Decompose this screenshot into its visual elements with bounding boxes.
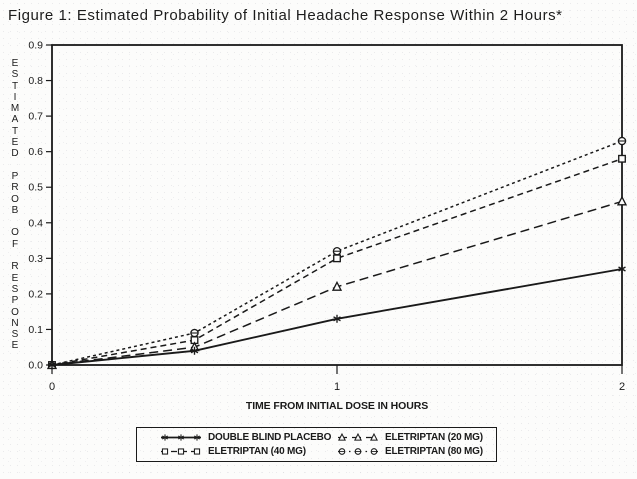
square-marker [618, 154, 626, 163]
circle-bar-marker [617, 136, 627, 146]
series-line-eletriptan-40-mg [51, 158, 623, 366]
legend-label: ELETRIPTAN (80 MG) [385, 446, 483, 457]
circle-bar-marker [332, 246, 342, 256]
x-tick-label: 1 [334, 381, 340, 393]
star-marker [178, 434, 184, 441]
legend-label: ELETRIPTAN (40 MG) [208, 446, 306, 457]
legend-label: DOUBLE BLIND PLACEBO [208, 432, 332, 443]
y-tick-label: 0.6 [28, 146, 43, 158]
star-marker [333, 314, 341, 323]
triangle-marker [354, 432, 362, 441]
y-axis-label: E S T I M A T E D P R O B O F R E S P O … [10, 58, 20, 352]
star-marker [48, 361, 56, 369]
y-tick-label: 0.9 [28, 40, 43, 52]
legend-label: ELETRIPTAN (20 MG) [385, 432, 483, 443]
y-tick-label: 0.1 [28, 324, 43, 336]
y-tick-label: 0.4 [28, 217, 43, 229]
circle-bar-marker [354, 448, 362, 455]
circle-bar-marker [338, 448, 346, 455]
legend-sample-square-icon [161, 448, 201, 455]
y-tick-label: 0.5 [28, 182, 43, 194]
square-marker [177, 448, 185, 455]
star-marker [162, 434, 168, 441]
x-tick-label: 0 [49, 381, 55, 393]
circle-bar-marker [190, 328, 199, 338]
legend-item-eletriptan-20-mg: ELETRIPTAN (20 MG) [336, 431, 496, 444]
legend-item-eletriptan-80-mg: ELETRIPTAN (80 MG) [336, 445, 496, 458]
square-marker [333, 254, 341, 263]
legend-box: DOUBLE BLIND PLACEBO ELETRIPTAN (20 MG) EL… [136, 427, 497, 462]
star-marker [190, 346, 199, 355]
chart-plot: 0.0 0.1 0.2 0.3 0.4 0.5 0.6 0.7 0.8 0.9 0 1 2 [28, 40, 628, 393]
star-marker [618, 265, 626, 273]
y-tick-label: 0.0 [28, 360, 43, 372]
legend-item-eletriptan-40-mg: ELETRIPTAN (40 MG) [159, 445, 336, 458]
legend-sample-star-icon [161, 434, 201, 441]
triangle-marker [616, 195, 628, 206]
y-tick-label: 0.8 [28, 75, 43, 87]
triangle-marker [370, 432, 378, 441]
y-tick-label: 0.7 [28, 111, 43, 123]
square-marker [161, 448, 169, 455]
legend-sample-circle-bar-icon [338, 448, 378, 455]
series-eletriptan-40-mg [48, 154, 626, 369]
triangle-marker [338, 432, 346, 441]
series-line-double-blind-placebo [51, 268, 623, 366]
triangle-marker [331, 280, 343, 291]
square-marker [193, 448, 201, 455]
series-line-eletriptan-20-mg [51, 200, 623, 366]
legend-sample-triangle-icon [338, 432, 378, 441]
figure-title: Figure 1: Estimated Probability of Initi… [8, 7, 563, 24]
y-tick-label: 0.3 [28, 253, 43, 265]
y-tick-label: 0.2 [28, 288, 43, 300]
legend-item-double-blind-placebo: DOUBLE BLIND PLACEBO [159, 431, 336, 444]
series-eletriptan-80-mg [47, 136, 627, 370]
x-axis-label: TIME FROM INITIAL DOSE IN HOURS [245, 400, 429, 412]
circle-bar-marker [370, 448, 378, 455]
series-double-blind-placebo [48, 265, 626, 369]
series-line-eletriptan-80-mg [51, 140, 623, 366]
x-tick-label: 2 [619, 381, 625, 393]
star-marker [194, 434, 200, 441]
